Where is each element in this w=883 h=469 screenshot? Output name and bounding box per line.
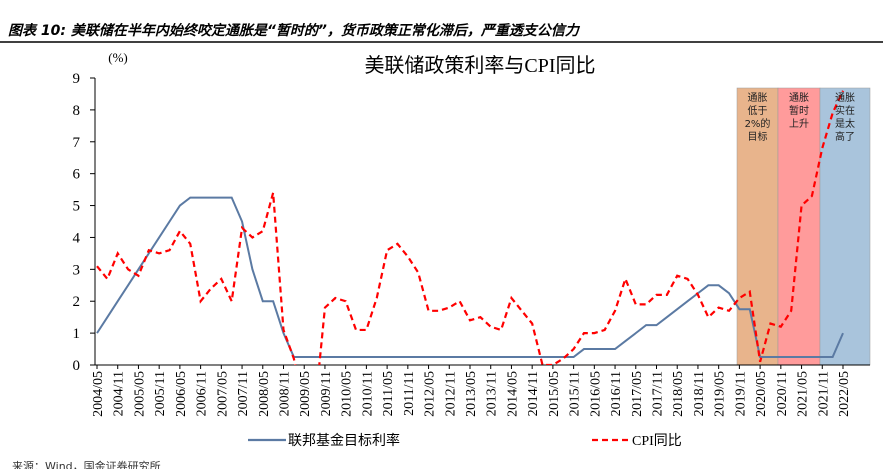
x-tick-label: 2006/05 <box>174 371 189 417</box>
period-label: 通胀实在是太高了 <box>835 93 855 143</box>
y-tick-label: 2 <box>73 294 81 310</box>
x-tick-label: 2004/11 <box>112 371 127 416</box>
x-tick-label: 2009/11 <box>319 371 334 416</box>
legend-label: CPI同比 <box>632 433 682 449</box>
y-tick-label: 5 <box>73 199 81 215</box>
period-label: 通胀暂时上升 <box>789 93 809 130</box>
x-tick-label: 2013/05 <box>464 371 479 417</box>
x-tick-label: 2005/05 <box>132 371 147 417</box>
period-label: 通胀低于2%的目标 <box>744 93 771 143</box>
x-tick-label: 2018/05 <box>671 371 686 417</box>
y-tick-label: 3 <box>73 262 81 278</box>
figure-header: 图表 10: 美联储在半年内始终咬定通胀是“暂时的”，货币政策正常化滞后，严重透… <box>8 23 579 39</box>
x-tick-label: 2021/11 <box>816 371 831 416</box>
x-tick-label: 2007/11 <box>236 371 251 416</box>
x-tick-label: 2016/05 <box>588 371 603 417</box>
period-band <box>736 87 779 366</box>
source: 来源：Wind，国金证券研究所 <box>12 460 161 469</box>
x-tick-label: 2008/05 <box>257 371 272 417</box>
x-tick-label: 2013/11 <box>485 371 500 416</box>
x-tick-label: 2015/05 <box>547 371 562 417</box>
x-tick-label: 2020/05 <box>754 371 769 417</box>
y-tick-label: 6 <box>73 167 81 183</box>
x-tick-label: 2007/05 <box>215 371 230 417</box>
x-tick-label: 2016/11 <box>609 371 624 416</box>
x-tick-label: 2005/11 <box>153 371 168 416</box>
x-tick-label: 2022/05 <box>837 371 852 417</box>
y-tick-label: 1 <box>73 326 81 342</box>
chart-title: 美联储政策利率与CPI同比 <box>364 54 595 77</box>
x-tick-label: 2015/11 <box>568 371 583 416</box>
x-tick-label: 2017/05 <box>630 371 645 417</box>
x-tick-label: 2004/05 <box>91 371 106 417</box>
x-tick-label: 2019/05 <box>713 371 728 417</box>
x-tick-label: 2021/05 <box>796 371 811 417</box>
x-tick-label: 2017/11 <box>651 371 666 416</box>
y-unit: (%) <box>108 50 128 65</box>
x-tick-label: 2020/11 <box>775 371 790 416</box>
x-tick-label: 2011/11 <box>402 371 417 416</box>
y-tick-label: 4 <box>73 230 81 246</box>
plot-area <box>96 90 844 365</box>
x-tick-label: 2012/11 <box>443 371 458 416</box>
x-tick-label: 2014/05 <box>505 371 520 417</box>
series-line <box>96 90 844 365</box>
y-tick-label: 9 <box>73 71 81 87</box>
legend-label: 联邦基金目标利率 <box>288 432 400 449</box>
y-tick-label: 7 <box>73 135 81 151</box>
x-tick-label: 2009/05 <box>298 371 313 417</box>
series-line <box>96 196 844 359</box>
y-tick-label: 0 <box>73 358 81 374</box>
x-tick-label: 2010/05 <box>340 371 355 417</box>
y-tick-label: 8 <box>73 103 81 119</box>
period-band <box>819 87 871 366</box>
x-tick-label: 2006/11 <box>195 371 210 416</box>
x-tick-label: 2011/05 <box>381 371 396 416</box>
x-tick-label: 2008/11 <box>278 371 293 416</box>
x-tick-label: 2012/05 <box>423 371 438 417</box>
x-tick-label: 2019/11 <box>733 371 748 416</box>
x-tick-label: 2014/11 <box>526 371 541 416</box>
x-tick-label: 2010/11 <box>360 371 375 416</box>
x-tick-label: 2018/11 <box>692 371 707 416</box>
